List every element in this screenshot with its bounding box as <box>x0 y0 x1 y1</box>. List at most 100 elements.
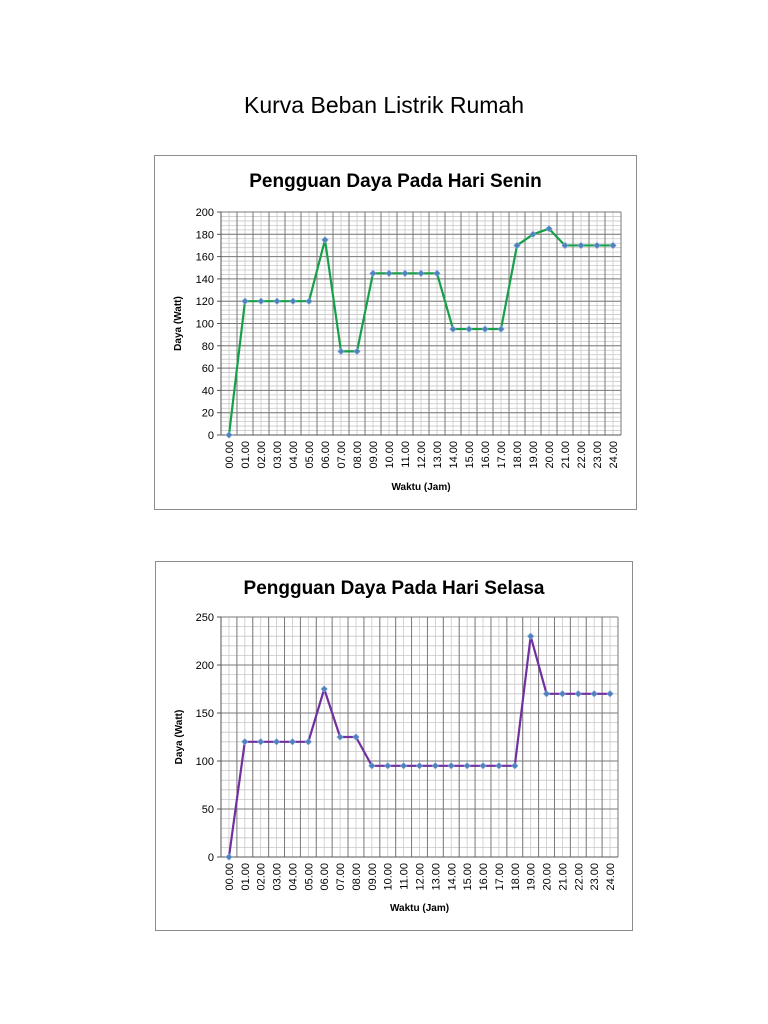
data-point <box>241 297 249 305</box>
x-tick-label: 05.00 <box>303 863 315 891</box>
data-point <box>321 236 329 244</box>
data-point <box>542 690 551 698</box>
data-point <box>273 297 281 305</box>
grid <box>220 616 619 858</box>
data-point <box>449 325 457 333</box>
data-point <box>433 269 441 277</box>
data-point <box>577 241 585 250</box>
x-tick-label: 04.00 <box>288 441 300 469</box>
data-point <box>225 853 233 861</box>
y-tick-label: 60 <box>202 363 214 375</box>
data-point <box>272 738 281 746</box>
x-tick-label: 12.00 <box>416 441 428 469</box>
x-tick-label: 24.00 <box>608 441 620 469</box>
x-tick-label: 21.00 <box>557 863 569 891</box>
data-point <box>305 297 313 305</box>
data-point <box>415 762 424 770</box>
data-point <box>385 269 393 277</box>
data-point <box>465 325 473 333</box>
x-tick-label: 23.00 <box>589 863 601 891</box>
data-point <box>257 297 265 305</box>
data-point <box>545 225 553 233</box>
data-point <box>463 762 471 770</box>
data-point <box>401 269 409 277</box>
x-tick-label: 08.00 <box>352 441 364 469</box>
data-point <box>495 762 503 770</box>
data-point <box>609 241 617 250</box>
chart-title: Pengguan Daya Pada Hari Senin <box>249 171 541 192</box>
x-tick-label: 07.00 <box>336 441 348 469</box>
x-tick-label: 00.00 <box>224 441 236 469</box>
y-tick-label: 120 <box>196 296 214 308</box>
x-tick-label: 09.00 <box>368 441 380 469</box>
y-tick-label: 0 <box>208 430 214 442</box>
y-tick-label: 20 <box>202 408 214 420</box>
data-point <box>417 269 425 277</box>
y-axis-label: Daya (Watt) <box>174 710 185 765</box>
chart-senin: Pengguan Daya Pada Hari Senin 0 20 40 60 80 10… <box>154 155 637 510</box>
y-tick-label: 200 <box>196 207 214 219</box>
data-point <box>399 762 408 770</box>
x-tick-label: 11.00 <box>399 863 411 890</box>
x-tick-label: 13.00 <box>430 863 442 891</box>
y-tick-label: 80 <box>202 341 214 353</box>
chart-title: Pengguan Daya Pada Hari Selasa <box>244 578 545 599</box>
data-point <box>288 738 297 746</box>
data-point <box>337 347 345 355</box>
data-point <box>593 241 601 250</box>
grid <box>220 211 622 436</box>
y-tick-label: 140 <box>196 274 214 286</box>
x-tick-label: 18.00 <box>510 863 522 891</box>
x-tick-label: 11.00 <box>400 441 412 468</box>
page-title: Kurva Beban Listrik Rumah <box>244 92 524 118</box>
x-tick-label: 10.00 <box>384 441 396 469</box>
x-tick-label: 08.00 <box>351 863 363 891</box>
y-tick-label: 180 <box>196 229 214 241</box>
data-point <box>241 738 249 746</box>
x-tick-label: 04.00 <box>287 863 299 891</box>
x-axis-label: Waktu (Jam) <box>390 903 449 914</box>
y-tick-label: 40 <box>202 385 214 397</box>
y-tick-label: 0 <box>208 852 214 864</box>
data-point <box>369 269 377 277</box>
x-tick-label: 17.00 <box>496 441 508 469</box>
x-tick-label: 15.00 <box>464 441 476 469</box>
data-point <box>336 733 344 741</box>
x-tick-label: 16.00 <box>480 441 492 469</box>
x-tick-label: 19.00 <box>528 441 540 469</box>
data-point <box>352 733 360 741</box>
x-tick-label: 03.00 <box>272 441 284 469</box>
y-tick-label: 160 <box>196 252 214 264</box>
data-point <box>479 762 487 770</box>
x-tick-label: 01.00 <box>240 863 252 891</box>
data-point <box>225 431 233 439</box>
x-tick-label: 17.00 <box>494 863 506 891</box>
data-point <box>529 230 537 238</box>
data-point <box>384 762 392 770</box>
data-point <box>289 297 297 305</box>
data-point <box>561 241 569 250</box>
x-tick-label: 03.00 <box>272 863 284 891</box>
x-tick-label: 24.00 <box>605 863 617 891</box>
x-tick-label: 06.00 <box>319 863 331 891</box>
x-tick-label: 09.00 <box>367 863 379 891</box>
chart-svg: Pengguan Daya Pada Hari Senin 0 20 40 60 80 10… <box>173 171 622 493</box>
data-point <box>368 762 376 770</box>
x-tick-label: 21.00 <box>560 441 572 469</box>
data-point <box>606 690 614 698</box>
x-tick-label: 02.00 <box>256 441 268 469</box>
y-tick-label: 100 <box>196 319 214 331</box>
x-tick-label: 01.00 <box>240 441 252 469</box>
x-tick-label: 07.00 <box>335 863 347 891</box>
data-point <box>511 762 519 770</box>
chart-selasa: Pengguan Daya Pada Hari Selasa 0 50 100 150 2… <box>155 561 633 931</box>
x-tick-label: 05.00 <box>304 441 316 469</box>
x-tick-label: 12.00 <box>415 863 427 891</box>
y-tick-label: 150 <box>196 708 214 720</box>
y-tick-label: 200 <box>196 660 214 672</box>
x-tick-label: 16.00 <box>478 863 490 891</box>
data-point <box>513 241 521 250</box>
x-tick-label: 22.00 <box>576 441 588 469</box>
data-point <box>320 685 328 693</box>
x-tick-label: 06.00 <box>320 441 332 469</box>
